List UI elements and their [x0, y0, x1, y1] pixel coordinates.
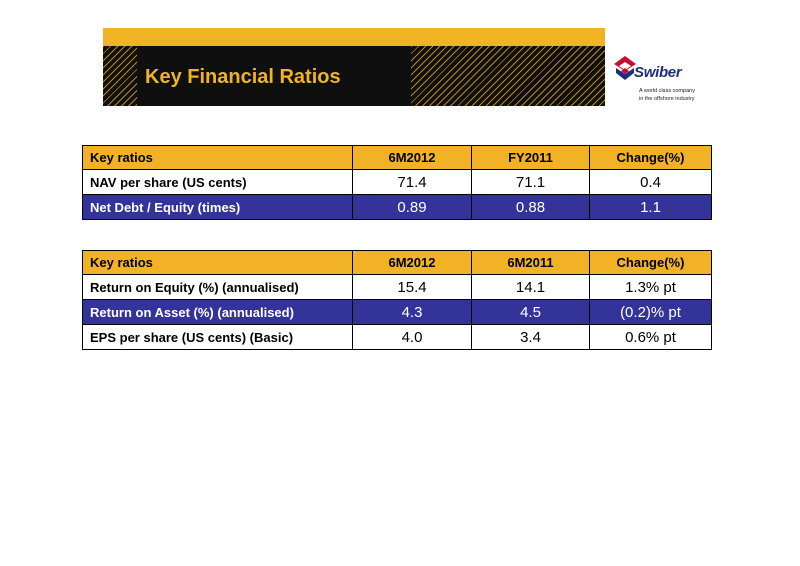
- table-cell: 0.89: [352, 194, 472, 220]
- row-label-return-on-equity: Return on Equity (%) (annualised): [82, 274, 353, 300]
- page-title: Key Financial Ratios: [145, 66, 341, 88]
- table-cell: 14.1: [471, 274, 590, 300]
- column-header-key-ratios: Key ratios: [82, 250, 353, 275]
- table-row: NAV per share (US cents) 71.4 71.1 0.4: [82, 169, 712, 195]
- swiber-logo-mark-icon: [614, 56, 636, 80]
- table-cell: 71.1: [471, 169, 590, 195]
- table-header-row: Key ratios 6M2012 FY2011 Change(%): [82, 145, 712, 170]
- row-label-net-debt-equity: Net Debt / Equity (times): [82, 194, 353, 220]
- table-cell: (0.2)% pt: [589, 299, 712, 325]
- row-label-eps-per-share: EPS per share (US cents) (Basic): [82, 324, 353, 350]
- column-header-6m2011: 6M2011: [471, 250, 590, 275]
- title-banner-dark-band: Key Financial Ratios: [103, 46, 605, 106]
- table-cell: 0.6% pt: [589, 324, 712, 350]
- table-cell: 4.3: [352, 299, 472, 325]
- swiber-logo-wordmark: Swiber: [634, 64, 682, 81]
- table-cell: 1.1: [589, 194, 712, 220]
- row-label-return-on-asset: Return on Asset (%) (annualised): [82, 299, 353, 325]
- key-ratios-table-balance: Key ratios 6M2012 FY2011 Change(%) NAV p…: [82, 145, 712, 220]
- row-label-nav-per-share: NAV per share (US cents): [82, 169, 353, 195]
- column-header-fy2011: FY2011: [471, 145, 590, 170]
- table-cell: 1.3% pt: [589, 274, 712, 300]
- table-cell: 0.88: [471, 194, 590, 220]
- table-header-row: Key ratios 6M2012 6M2011 Change(%): [82, 250, 712, 275]
- key-ratios-table-returns: Key ratios 6M2012 6M2011 Change(%) Retur…: [82, 250, 712, 350]
- table-row: Net Debt / Equity (times) 0.89 0.88 1.1: [82, 194, 712, 220]
- column-header-key-ratios: Key ratios: [82, 145, 353, 170]
- table-row: Return on Equity (%) (annualised) 15.4 1…: [82, 274, 712, 300]
- banner-hatch-right: [411, 46, 605, 106]
- column-header-6m2012: 6M2012: [352, 250, 472, 275]
- logo-tagline-line-2: in the offshore industry: [639, 96, 695, 102]
- table-cell: 15.4: [352, 274, 472, 300]
- table-cell: 71.4: [352, 169, 472, 195]
- swiber-logo-tagline: A world class company in the offshore in…: [639, 87, 719, 103]
- table-cell: 3.4: [471, 324, 590, 350]
- column-header-change: Change(%): [589, 250, 712, 275]
- title-banner: Key Financial Ratios: [103, 28, 605, 106]
- table-row: EPS per share (US cents) (Basic) 4.0 3.4…: [82, 324, 712, 350]
- table-cell: 4.5: [471, 299, 590, 325]
- banner-hatch-left: [103, 46, 137, 106]
- table-cell: 4.0: [352, 324, 472, 350]
- table-cell: 0.4: [589, 169, 712, 195]
- swiber-logo: Swiber A world class company in the offs…: [612, 54, 722, 110]
- logo-tagline-line-1: A world class company: [639, 88, 695, 94]
- column-header-6m2012: 6M2012: [352, 145, 472, 170]
- column-header-change: Change(%): [589, 145, 712, 170]
- table-row: Return on Asset (%) (annualised) 4.3 4.5…: [82, 299, 712, 325]
